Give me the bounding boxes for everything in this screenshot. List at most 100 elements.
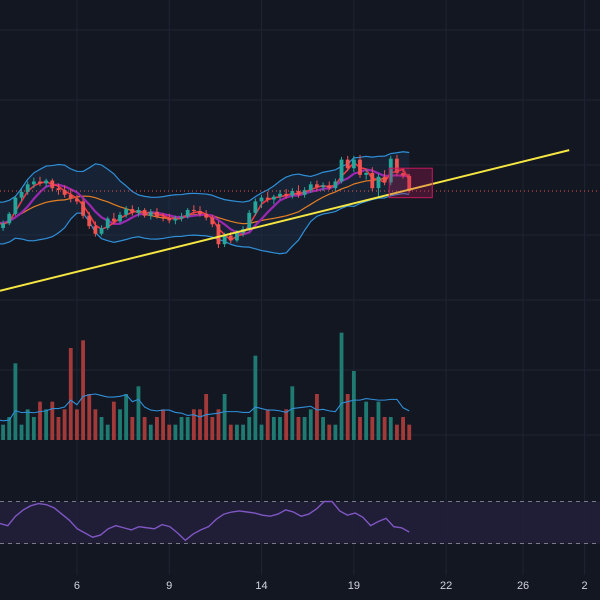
volume-bar <box>56 417 61 440</box>
volume-bar <box>364 401 369 440</box>
candle-body <box>44 180 49 184</box>
candle-body <box>395 158 399 173</box>
volume-bar <box>247 417 252 440</box>
volume-bar <box>376 401 381 440</box>
volume-bar <box>111 401 116 440</box>
x-tick-label: 26 <box>517 580 529 592</box>
x-tick-label: 9 <box>166 580 172 592</box>
candle-body <box>179 216 184 219</box>
volume-bar <box>155 417 159 440</box>
candle-body <box>38 181 42 184</box>
volume-bar <box>31 417 36 440</box>
volume-bar <box>345 394 350 440</box>
volume-bar <box>253 355 258 440</box>
volume-bar <box>302 417 307 440</box>
candle-body <box>401 172 405 176</box>
candle-body <box>407 175 412 191</box>
x-axis: 6 9 14 19 22 26 2 <box>74 580 588 592</box>
candle-body <box>253 201 258 213</box>
volume-bar <box>25 409 30 440</box>
volume-bar <box>370 417 375 440</box>
volume-bar <box>62 409 67 440</box>
drawing-overlays[interactable] <box>0 149 600 292</box>
candle-body <box>19 191 24 198</box>
volume-bar <box>395 424 399 440</box>
highlight-box[interactable] <box>388 167 433 199</box>
volume-bar <box>351 371 356 440</box>
trendline[interactable] <box>0 149 570 292</box>
volume-bar <box>161 409 165 440</box>
candle-body <box>99 228 104 234</box>
candle-body <box>321 185 325 188</box>
candle-body <box>210 217 215 225</box>
candle-body <box>155 211 159 217</box>
volume-bars <box>0 332 412 440</box>
volume-bar <box>185 417 190 440</box>
candle-body <box>308 184 313 191</box>
volume-bar <box>167 424 172 440</box>
volume-bar <box>222 394 227 440</box>
volume-bar <box>93 409 98 440</box>
candle-body <box>382 176 387 183</box>
volume-bar <box>136 386 141 440</box>
volume-bar <box>118 409 122 440</box>
volume-bar <box>308 409 313 440</box>
candle-body <box>173 218 178 221</box>
volume-ma-line <box>0 393 410 422</box>
x-tick-label: 6 <box>74 580 80 592</box>
volume-bar <box>148 424 153 440</box>
candle-body <box>25 184 30 192</box>
candle-body <box>142 210 147 216</box>
candle-body <box>222 235 227 245</box>
volume-bar <box>191 409 196 440</box>
candle-body <box>278 193 282 197</box>
candle-body <box>339 159 344 182</box>
volume-bar <box>259 424 264 440</box>
bollinger-upper-line <box>0 151 410 203</box>
candle-body <box>370 172 375 189</box>
candle-body <box>235 232 239 241</box>
volume-bar <box>290 386 295 440</box>
volume-bar <box>68 348 73 440</box>
volume-bar <box>235 424 239 440</box>
volume-bar <box>44 409 49 440</box>
rsi-band-fill <box>0 501 600 544</box>
ma-fast-line <box>0 161 410 241</box>
candle-body <box>68 194 73 199</box>
volume-bar <box>388 417 393 440</box>
volume-bar <box>315 394 319 440</box>
volume-bar <box>179 417 184 440</box>
candle-body <box>130 209 135 213</box>
volume-bar <box>333 424 338 440</box>
candle-body <box>118 214 122 222</box>
volume-bar <box>278 417 282 440</box>
volume-bar <box>142 417 147 440</box>
volume-bar <box>87 394 92 440</box>
x-tick-label: 14 <box>255 580 267 592</box>
volume-bar <box>228 424 233 440</box>
volume-bar <box>284 409 289 440</box>
candle-body <box>93 226 98 234</box>
candle-body <box>31 181 36 185</box>
candle-body <box>191 210 196 211</box>
volume-bar <box>204 394 209 440</box>
volume-bar <box>265 409 270 440</box>
candles <box>1 154 412 248</box>
candle-body <box>124 209 129 215</box>
candle-body <box>315 184 319 188</box>
volume-bar <box>407 424 412 440</box>
candle-body <box>7 213 12 224</box>
candle-body <box>198 210 202 214</box>
volume-bar <box>382 417 387 440</box>
volume-bar <box>401 417 405 440</box>
candle-body <box>216 224 221 245</box>
volume-bar <box>81 340 85 440</box>
candle-body <box>13 197 18 214</box>
candle-body <box>161 216 165 218</box>
x-tick-label: 22 <box>440 580 452 592</box>
x-tick-label: 19 <box>348 580 360 592</box>
volume-bar <box>241 424 245 440</box>
candle-body <box>284 193 289 196</box>
